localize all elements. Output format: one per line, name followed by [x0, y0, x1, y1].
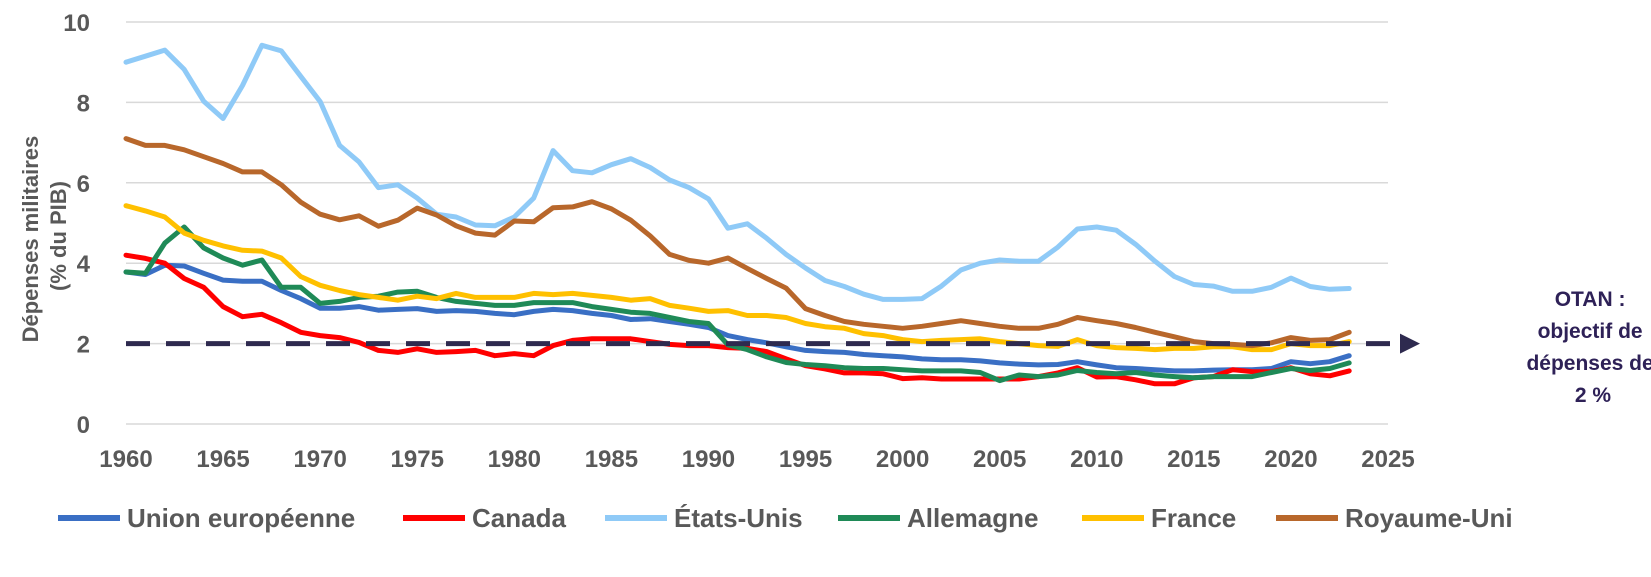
series-line: [123, 136, 1352, 349]
legend-item: France: [1082, 503, 1236, 533]
series-line: [123, 203, 1352, 353]
y-tick-label: 8: [77, 90, 90, 117]
target-annotation: OTAN : objectif de dépenses de 2 %: [1526, 288, 1651, 407]
legend-item: Royaume-Uni: [1276, 503, 1513, 533]
x-tick-label: 1990: [682, 446, 735, 473]
nato-target: [126, 333, 1420, 354]
y-tick-label: 6: [77, 171, 90, 198]
target-annotation-line-4: 2 %: [1575, 384, 1612, 407]
legend-label: Canada: [472, 503, 566, 533]
x-tick-label: 1985: [585, 446, 638, 473]
y-axis-ticks: 0 2 4 6 8 10: [63, 10, 90, 439]
legend-item: Canada: [403, 503, 566, 533]
x-tick-label: 2010: [1070, 446, 1123, 473]
legend-label: France: [1151, 503, 1236, 533]
y-axis-label-line-1: Dépenses militaires: [18, 136, 43, 343]
gridlines: [126, 21, 1388, 425]
x-tick-label: 2005: [973, 446, 1026, 473]
x-tick-label: 1960: [99, 446, 152, 473]
x-axis-ticks: 1960 1965 1970 1975 1980 1985 1990 1995 2000 2005…: [99, 446, 1414, 473]
x-tick-label: 2015: [1167, 446, 1220, 473]
legend: Union européenne Canada États-Unis Allemagn…: [58, 503, 1513, 533]
x-tick-label: 1965: [196, 446, 249, 473]
y-tick-label: 2: [77, 332, 90, 359]
legend-item: Union européenne: [58, 503, 355, 533]
legend-label: Royaume-Uni: [1345, 503, 1513, 533]
x-tick-label: 2025: [1361, 446, 1414, 473]
x-tick-label: 2020: [1264, 446, 1317, 473]
y-axis-label: Dépenses militaires (% du PIB): [18, 130, 71, 343]
y-tick-label: 10: [63, 10, 90, 37]
legend-label: États-Unis: [674, 503, 803, 533]
x-tick-label: 1970: [293, 446, 346, 473]
series-line: [123, 252, 1352, 387]
y-tick-label: 4: [77, 251, 91, 278]
legend-label: Allemagne: [907, 503, 1039, 533]
series-line: [123, 262, 1352, 374]
x-tick-label: 1995: [779, 446, 832, 473]
y-axis-label-line-2: (% du PIB): [46, 181, 71, 291]
y-tick-label: 0: [77, 412, 90, 439]
series-lines: [123, 42, 1352, 387]
legend-item: Allemagne: [838, 503, 1039, 533]
legend-label: Union européenne: [127, 503, 355, 533]
legend-item: États-Unis: [605, 503, 803, 533]
target-annotation-line-2: objectif de: [1538, 320, 1643, 343]
x-tick-label: 1975: [391, 446, 444, 473]
series-line: [123, 224, 1352, 384]
target-arrowhead: [1400, 333, 1420, 354]
x-tick-label: 1980: [488, 446, 541, 473]
target-annotation-line-3: dépenses de: [1526, 352, 1651, 375]
target-annotation-line-1: OTAN :: [1555, 288, 1626, 311]
series-line: [123, 42, 1352, 302]
x-tick-label: 2000: [876, 446, 929, 473]
